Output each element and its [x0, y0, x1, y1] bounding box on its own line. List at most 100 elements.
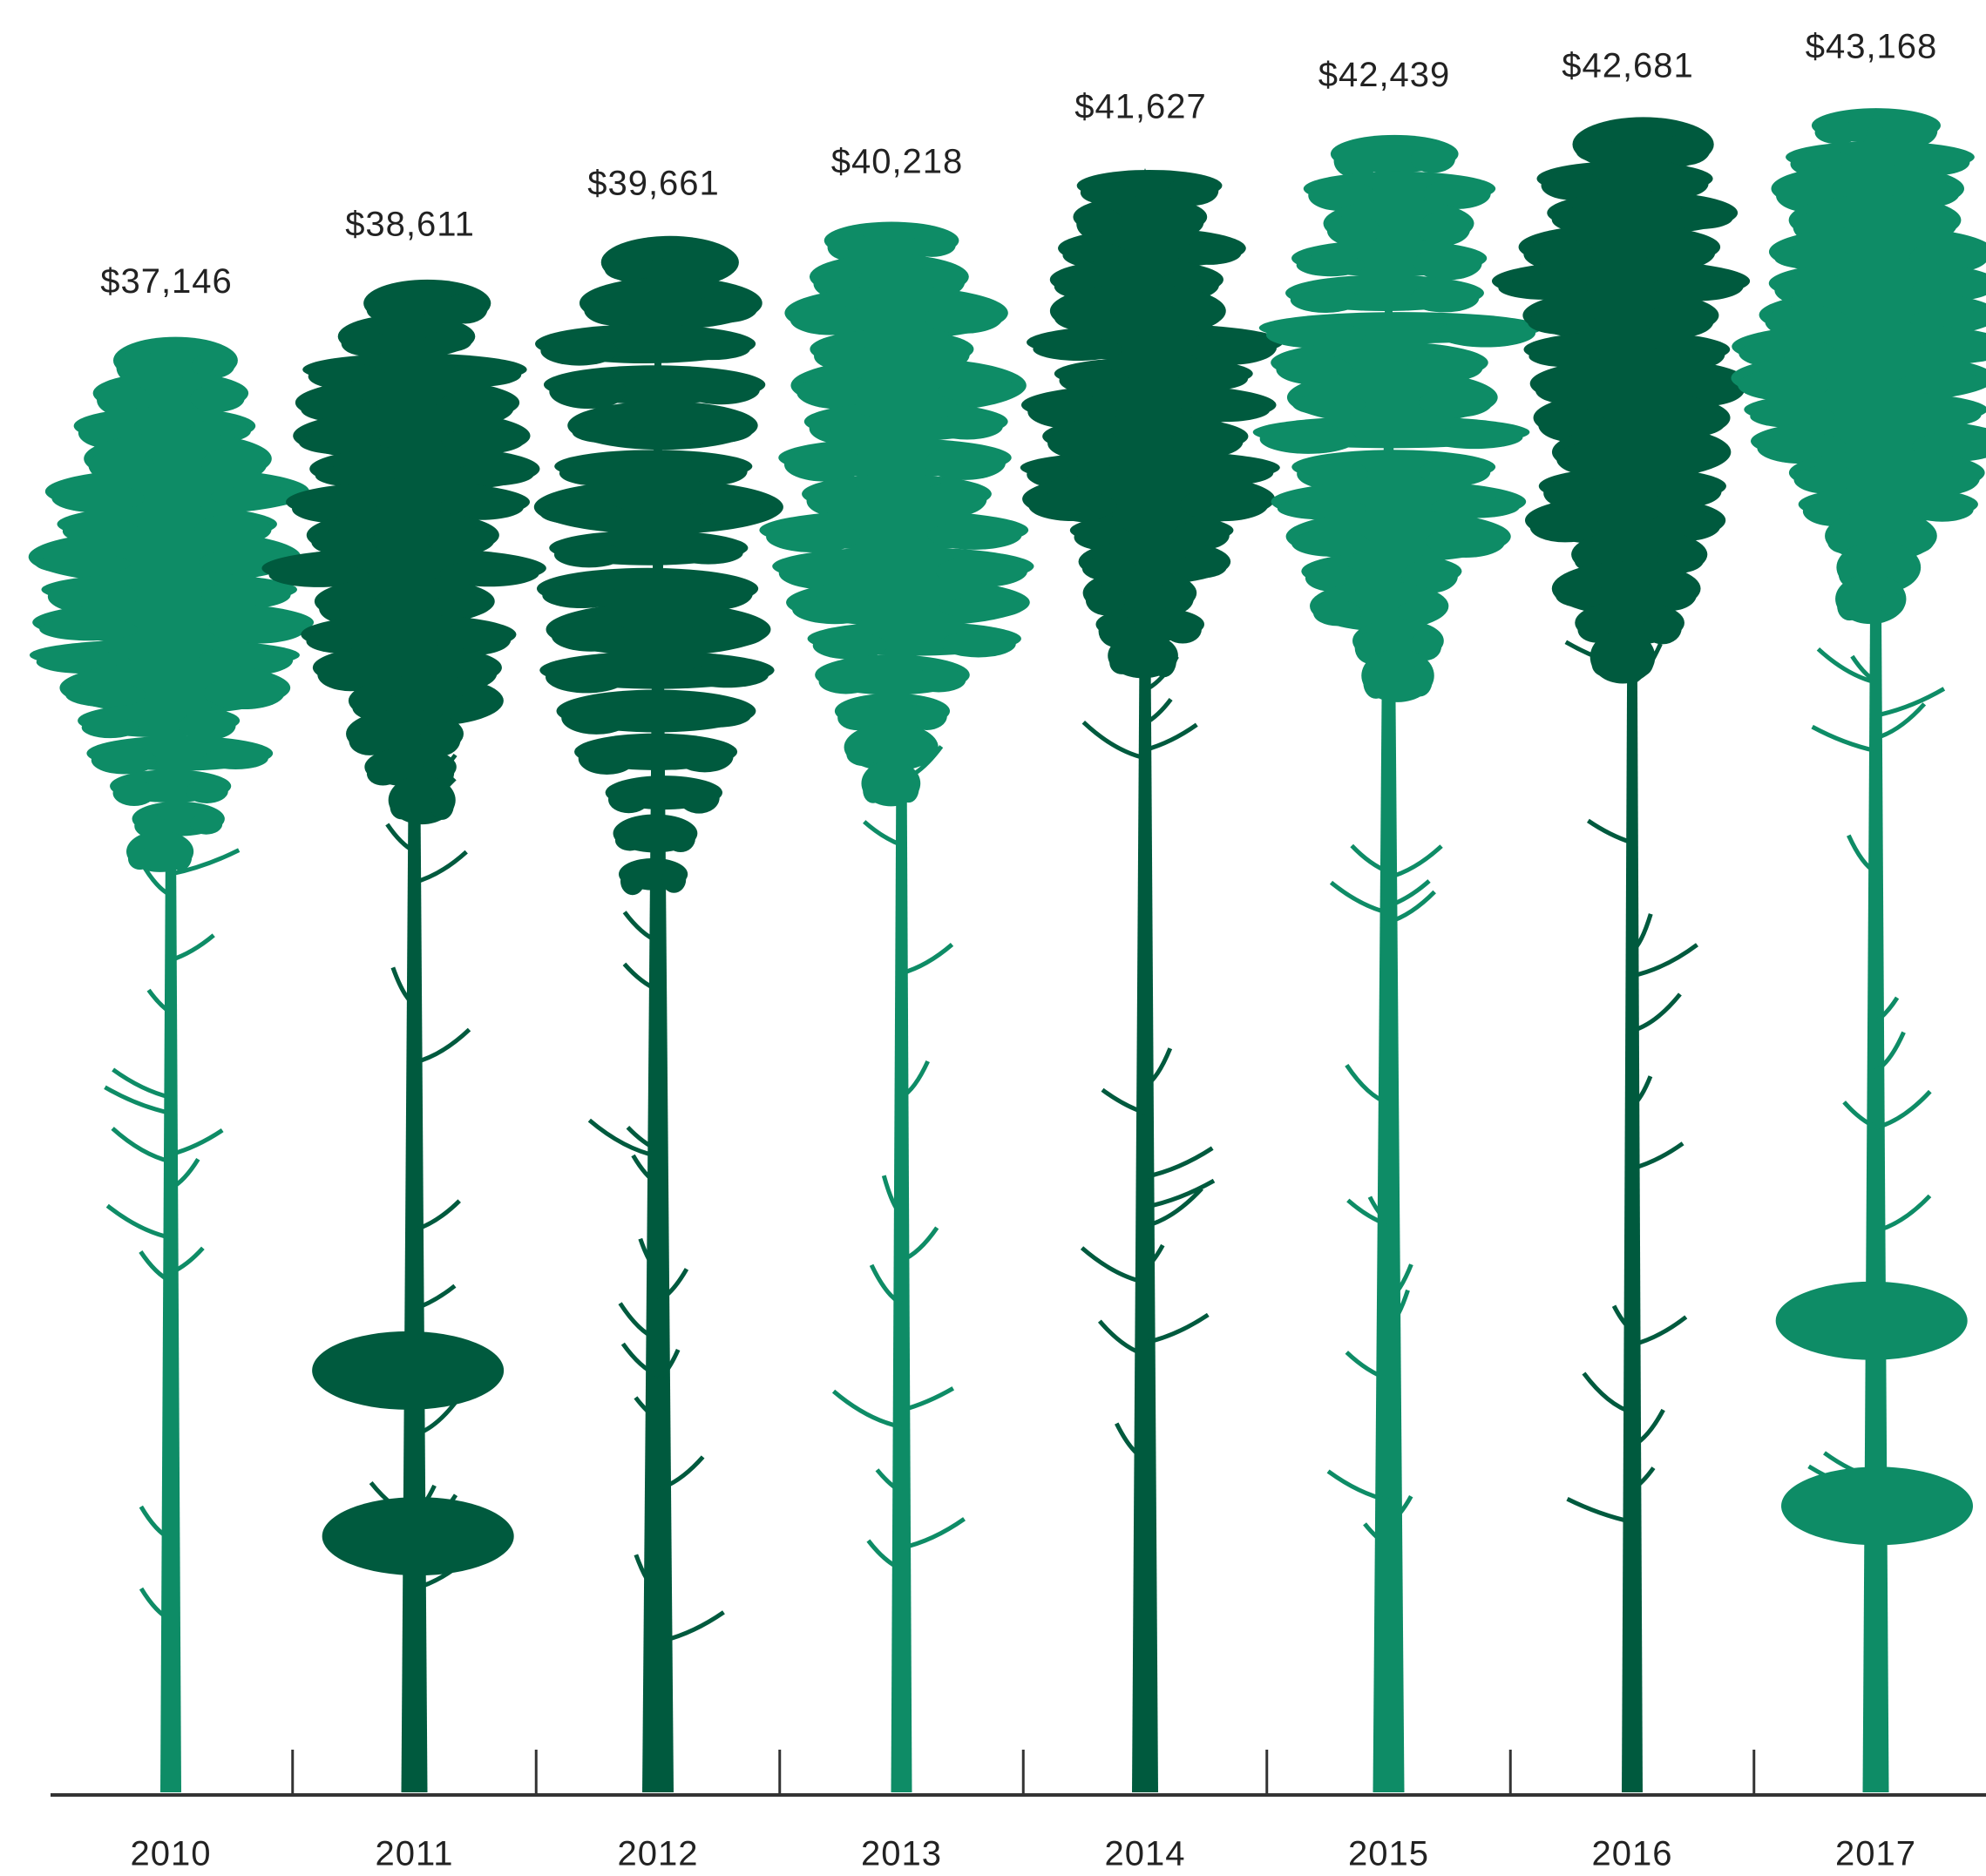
tree-foliage — [1296, 254, 1366, 277]
tree-branch — [1566, 1497, 1633, 1525]
tree-branch — [656, 1348, 681, 1382]
tree-branch — [1326, 1469, 1390, 1503]
tree-top — [1620, 126, 1644, 162]
tree-branch — [831, 1389, 903, 1430]
tree-branch — [1874, 1194, 1932, 1234]
tree-branch — [631, 1154, 660, 1186]
tree-branch — [1144, 1178, 1216, 1209]
tree-foliage — [687, 257, 735, 279]
tree-branch — [1143, 1243, 1165, 1270]
tree-top — [1376, 136, 1401, 172]
tree-branch — [146, 988, 173, 1015]
tree-foliage — [1410, 145, 1455, 173]
tree-foliage — [1498, 276, 1589, 300]
value-label: $38,611 — [345, 206, 475, 244]
tree-foliage — [863, 777, 884, 803]
tree-foliage — [168, 843, 193, 871]
tree-foliage — [796, 376, 879, 410]
tree-branch — [1387, 1494, 1413, 1526]
tree-branch — [1586, 818, 1633, 845]
tree-foliage — [1527, 309, 1596, 335]
tree-branch — [1816, 647, 1877, 685]
tree-foliage — [443, 362, 522, 387]
tree-branch — [900, 1517, 966, 1550]
tree-branch — [1874, 1089, 1932, 1130]
value-label: $40,218 — [831, 143, 964, 181]
tree-branch — [1143, 1047, 1173, 1088]
tree — [1731, 108, 1986, 1792]
tree-branch — [1329, 880, 1390, 916]
tree-foliage — [299, 430, 383, 455]
tree-foliage — [51, 484, 145, 513]
tree-foliage — [1406, 665, 1433, 697]
tree-foliage — [1409, 284, 1480, 313]
tree-foliage — [1879, 593, 1905, 616]
tree-foliage — [1436, 318, 1536, 348]
tree-foliage — [1291, 393, 1366, 416]
tree-foliage — [1419, 388, 1493, 418]
tree-foliage — [1109, 650, 1135, 674]
tree-branch — [1345, 1064, 1390, 1106]
tree-branch — [620, 1342, 660, 1378]
tree-branch — [1631, 1315, 1688, 1347]
tree-foliage — [1033, 337, 1123, 361]
x-tick-label: 2013 — [861, 1835, 942, 1873]
tree-foliage — [65, 682, 146, 708]
tree-foliage — [1423, 179, 1491, 209]
tree-foliage — [572, 422, 640, 444]
tree-foliage — [1660, 133, 1711, 166]
tree-branch — [139, 1505, 173, 1541]
tree-foliage — [546, 660, 628, 694]
value-label: $39,661 — [587, 165, 720, 203]
tree-foliage — [203, 748, 268, 769]
tree-branch — [1144, 1187, 1203, 1229]
tree-foliage — [778, 557, 871, 590]
tree-foliage — [1666, 207, 1733, 229]
tree-foliage — [903, 742, 937, 764]
x-tick-label: 2011 — [375, 1835, 453, 1873]
tree-branch — [1101, 1087, 1146, 1115]
tree-branch — [139, 1587, 173, 1622]
tree-branch — [170, 848, 241, 877]
tree-top — [1863, 108, 1888, 143]
tree-branch — [104, 1085, 172, 1115]
tree-foliage — [1528, 346, 1602, 368]
tree-foliage — [1297, 458, 1368, 490]
tree-foliage — [924, 302, 1003, 334]
tree-branch — [618, 1302, 659, 1342]
tree-branch — [1363, 1522, 1390, 1548]
tree-branch — [900, 943, 954, 976]
tree-branch — [413, 1283, 457, 1311]
tree-foliage — [1529, 511, 1601, 543]
tree-foliage — [559, 461, 629, 486]
tree-top — [1133, 168, 1157, 204]
tree-branch — [638, 1237, 660, 1274]
tree-foliage — [931, 414, 1003, 440]
tree-foliage — [203, 676, 285, 710]
tree-branch — [139, 1250, 173, 1283]
tree-foliage — [938, 378, 1021, 403]
tree-branch — [866, 1539, 903, 1572]
tree-branch — [1630, 1075, 1653, 1108]
tree-branch — [112, 1067, 172, 1100]
tree-trunk — [1132, 186, 1158, 1793]
tree-foliage — [686, 621, 766, 648]
tree-branch — [390, 966, 417, 1007]
tree-branch — [413, 1027, 471, 1065]
tree-foliage — [1556, 443, 1619, 475]
tree-foliage — [604, 257, 654, 281]
tree-branch — [626, 1125, 660, 1153]
tree-foliage — [1430, 495, 1520, 518]
x-tick-label: 2015 — [1348, 1835, 1429, 1873]
tree-foliage — [912, 667, 966, 693]
tree-foliage — [1409, 631, 1442, 661]
tree-foliage — [210, 485, 303, 508]
tree-foliage — [1180, 398, 1271, 423]
tree — [1491, 117, 1751, 1793]
tree-foliage — [315, 464, 397, 487]
tree-foliage — [818, 669, 873, 694]
tree-foliage — [1541, 171, 1603, 200]
tree-foliage — [1259, 424, 1357, 454]
tree-foliage — [1085, 584, 1126, 616]
